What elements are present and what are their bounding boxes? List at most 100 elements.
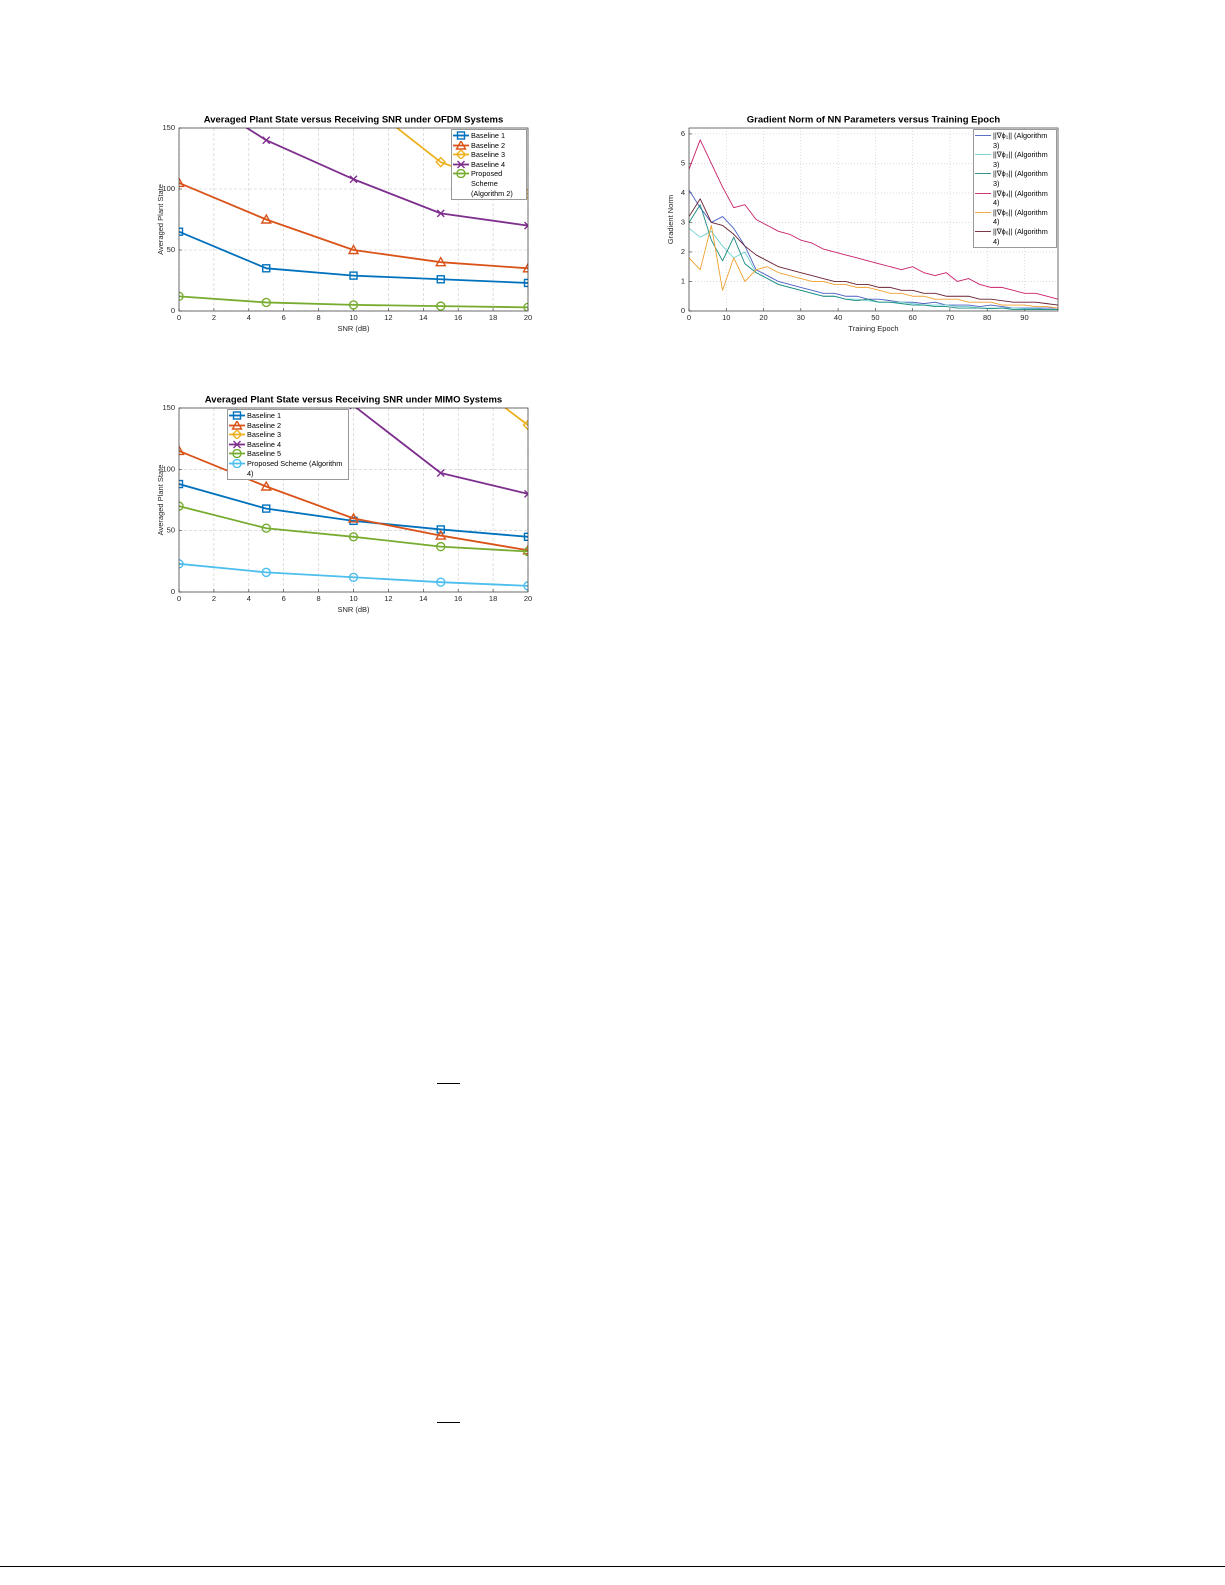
legend-swatch — [229, 440, 245, 449]
legend-item: ||∇ϕ₅|| (Algorithm 4) — [975, 208, 1053, 227]
marker — [231, 420, 243, 430]
marker — [349, 89, 358, 98]
x-tick-label: 18 — [489, 594, 497, 603]
legend-item: Baseline 3 — [229, 430, 345, 440]
x-tick-label: 30 — [797, 313, 805, 322]
legend-label: ||∇ϕ₆|| (Algorithm 4) — [993, 226, 1048, 246]
fraction-rule — [437, 1083, 460, 1084]
legend: ||∇ϕ₁|| (Algorithm 3) ||∇ϕ₂|| (Algorithm … — [973, 129, 1057, 249]
x-tick-label: 12 — [384, 594, 392, 603]
marker — [176, 82, 183, 89]
marker — [457, 160, 465, 169]
fraction-rule — [437, 1422, 460, 1423]
x-axis-label: Training Epoch — [848, 324, 898, 333]
marker — [261, 567, 271, 578]
x-tick-label: 10 — [722, 313, 730, 322]
x-tick-label: 4 — [247, 594, 251, 603]
x-tick-label: 50 — [871, 313, 879, 322]
legend-label: ||∇ϕ₃|| (Algorithm 3) — [993, 169, 1048, 188]
marker — [179, 445, 185, 456]
legend: Baseline 1 Baseline 2 Baseline 3 Baseline 4… — [451, 129, 527, 201]
legend-label: ||∇ϕ₁|| (Algorithm 3) — [993, 131, 1048, 150]
marker — [436, 354, 445, 363]
x-tick-label: 8 — [317, 594, 321, 603]
legend-item: Proposed Scheme (Algorithm 2) — [453, 169, 523, 198]
y-axis-label: Averaged Plant State — [156, 184, 165, 255]
y-tick-label: 50 — [167, 526, 175, 535]
legend-item: ||∇ϕ₃|| (Algorithm 3) — [975, 169, 1053, 188]
marker — [232, 411, 242, 420]
legend-item: ||∇ϕ₄|| (Algorithm 4) — [975, 189, 1053, 208]
legend-swatch — [975, 135, 991, 136]
marker — [523, 302, 528, 311]
marker — [522, 262, 528, 273]
x-tick-label: 16 — [454, 313, 462, 322]
x-tick-label: 20 — [524, 313, 532, 322]
x-axis-label: SNR (dB) — [337, 324, 370, 333]
marker — [436, 541, 446, 552]
legend-swatch — [975, 230, 991, 232]
marker — [179, 176, 185, 188]
plot-frame — [178, 127, 529, 312]
y-axis-label: Gradient Norm — [666, 195, 675, 244]
marker — [435, 529, 447, 540]
legend-item: ||∇ϕ₁|| (Algorithm 3) — [975, 131, 1053, 150]
x-tick-label: 90 — [1020, 313, 1028, 322]
marker — [349, 175, 358, 184]
series-line — [689, 139, 1058, 300]
marker — [232, 449, 242, 459]
x-tick-label: 12 — [384, 313, 392, 322]
x-tick-label: 70 — [946, 313, 954, 322]
legend-item: Proposed Scheme (Algorithm 4) — [229, 458, 345, 478]
legend: Baseline 1 Baseline 2 Baseline 3 Baseline 4… — [227, 409, 349, 481]
legend-swatch — [453, 150, 469, 160]
legend-swatch — [229, 420, 245, 430]
x-tick-label: 20 — [759, 313, 767, 322]
marker — [347, 244, 360, 255]
y-axis-label: Averaged Plant State — [156, 465, 165, 536]
series-line — [179, 505, 528, 553]
x-tick-label: 8 — [317, 313, 321, 322]
x-tick-label: 20 — [524, 594, 532, 603]
marker — [260, 480, 272, 491]
series-line — [179, 483, 528, 538]
legend-label: Baseline 1 — [471, 131, 506, 140]
legend-swatch — [229, 458, 245, 468]
plot-frame — [688, 127, 1059, 312]
legend-swatch — [229, 411, 245, 420]
series-line — [689, 189, 1058, 309]
legend-label: Baseline 5 — [247, 449, 282, 459]
legend-swatch — [229, 430, 245, 440]
marker — [435, 256, 447, 267]
x-tick-label: 2 — [212, 313, 216, 322]
plot — [176, 82, 528, 311]
marker — [348, 532, 359, 542]
marker — [523, 581, 528, 591]
x-tick-label: 14 — [419, 594, 427, 603]
marker — [523, 546, 528, 557]
legend-item: Baseline 5 — [229, 449, 345, 459]
marker — [455, 140, 467, 150]
series-line — [179, 295, 528, 309]
marker — [522, 419, 528, 431]
marker — [179, 291, 184, 302]
marker — [347, 512, 360, 523]
marker — [233, 440, 241, 449]
y-tick-label: 150 — [162, 123, 175, 132]
marker — [262, 264, 271, 273]
y-tick-label: 4 — [681, 188, 685, 197]
legend-label: Baseline 2 — [247, 420, 282, 430]
series-line — [503, 408, 528, 426]
marker — [262, 136, 271, 145]
marker — [436, 469, 445, 478]
x-tick-label: 0 — [177, 313, 181, 322]
legend-label: Proposed Scheme (Algorithm 4) — [247, 458, 343, 478]
marker — [348, 572, 359, 582]
legend-item: ||∇ϕ₆|| (Algorithm 4) — [975, 227, 1053, 246]
marker — [231, 430, 243, 440]
legend-item: Baseline 2 — [229, 420, 345, 431]
marker — [348, 300, 359, 310]
series-line — [179, 182, 528, 270]
series-line — [689, 224, 1058, 309]
